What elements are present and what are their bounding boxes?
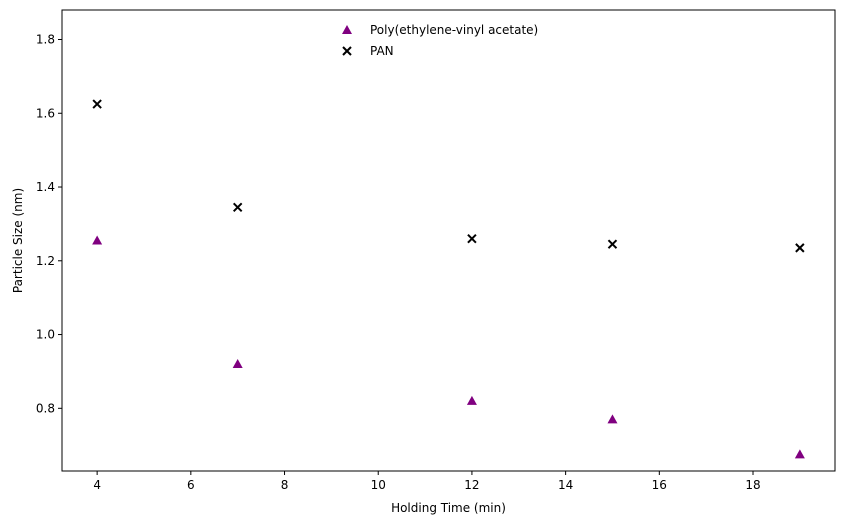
x-tick-label: 10 (371, 478, 386, 492)
legend-marker (342, 25, 352, 34)
legend: Poly(ethylene-vinyl acetate) PAN (342, 23, 538, 58)
peva-point (466, 395, 477, 405)
y-tick-label: 1.0 (36, 328, 55, 342)
x-axis-label: Holding Time (min) (391, 501, 506, 515)
x-tick-label: 16 (652, 478, 667, 492)
pan-point (92, 99, 102, 109)
x-axis: 4 6 8 10 12 14 16 18 (93, 471, 761, 492)
pan-point (607, 239, 618, 249)
peva-point (232, 359, 243, 369)
x-tick-label: 18 (745, 478, 760, 492)
y-tick-label: 1.8 (36, 33, 55, 47)
x-tick-label: 4 (93, 478, 101, 492)
legend-marker (342, 46, 352, 56)
data-points (92, 99, 805, 459)
y-tick-label: 0.8 (36, 401, 55, 415)
pan-point (467, 233, 477, 244)
y-tick-label: 1.4 (36, 180, 55, 194)
legend-label: PAN (370, 44, 394, 58)
plot-area (61, 9, 836, 472)
x-tick-label: 6 (187, 478, 195, 492)
pan-point (232, 202, 243, 213)
pan-point (795, 243, 805, 253)
y-axis-label: Particle Size (nm) (11, 188, 25, 293)
x-tick-label: 12 (464, 478, 479, 492)
peva-point (794, 449, 805, 459)
y-axis: 0.8 1.0 1.2 1.4 1.6 1.8 (36, 33, 62, 415)
peva-point (607, 414, 618, 424)
legend-label: Poly(ethylene-vinyl acetate) (370, 23, 538, 37)
y-tick-label: 1.2 (36, 254, 55, 268)
x-tick-label: 8 (281, 478, 289, 492)
y-tick-label: 1.6 (36, 106, 55, 120)
x-tick-label: 14 (558, 478, 573, 492)
peva-point (92, 235, 103, 245)
